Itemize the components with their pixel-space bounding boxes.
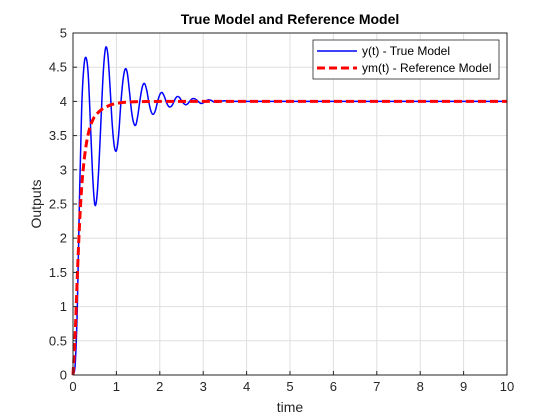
x-tick-label: 3 bbox=[200, 379, 207, 394]
axis-ticks: 0 1 2 3 4 5 6 7 8 9 10 0 0.5 1 1.5 2 2.5 3 3.5 4 4.5 5 bbox=[49, 26, 514, 395]
y-axis-label: Outputs bbox=[28, 179, 44, 228]
y-tick-label: 1 bbox=[60, 299, 67, 314]
y-tick-label: 0.5 bbox=[49, 333, 67, 348]
y-tick-label: 4 bbox=[60, 94, 67, 109]
series-layer bbox=[71, 46, 507, 376]
x-tick-label: 2 bbox=[156, 379, 163, 394]
chart-title: True Model and Reference Model bbox=[181, 11, 400, 27]
x-tick-label: 6 bbox=[330, 379, 337, 394]
y-tick-label: 2 bbox=[60, 231, 67, 246]
y-tick-label: 5 bbox=[60, 26, 67, 41]
legend-box bbox=[312, 39, 500, 80]
x-tick-label: 9 bbox=[460, 379, 467, 394]
x-tick-label: 8 bbox=[417, 379, 424, 394]
legend: y(t) - True Model ym(t) - Reference Mode… bbox=[312, 39, 500, 80]
x-tick-label: 1 bbox=[113, 379, 120, 394]
x-axis-label: time bbox=[277, 399, 304, 415]
x-tick-label: 0 bbox=[69, 379, 76, 394]
legend-label-reference-model: ym(t) - Reference Model bbox=[362, 61, 491, 75]
legend-label-true-model: y(t) - True Model bbox=[362, 44, 450, 58]
y-tick-label: 1.5 bbox=[49, 265, 67, 280]
x-tick-label: 10 bbox=[500, 379, 514, 394]
y-tick-label: 3.5 bbox=[49, 128, 67, 143]
x-tick-label: 4 bbox=[243, 379, 250, 394]
y-tick-label: 0 bbox=[60, 368, 67, 383]
series-line-reference-model bbox=[71, 99, 507, 376]
y-tick-label: 4.5 bbox=[49, 60, 67, 75]
x-tick-label: 5 bbox=[286, 379, 293, 394]
x-tick-label: 7 bbox=[373, 379, 380, 394]
y-tick-label: 3 bbox=[60, 162, 67, 177]
y-tick-label: 2.5 bbox=[49, 197, 67, 212]
